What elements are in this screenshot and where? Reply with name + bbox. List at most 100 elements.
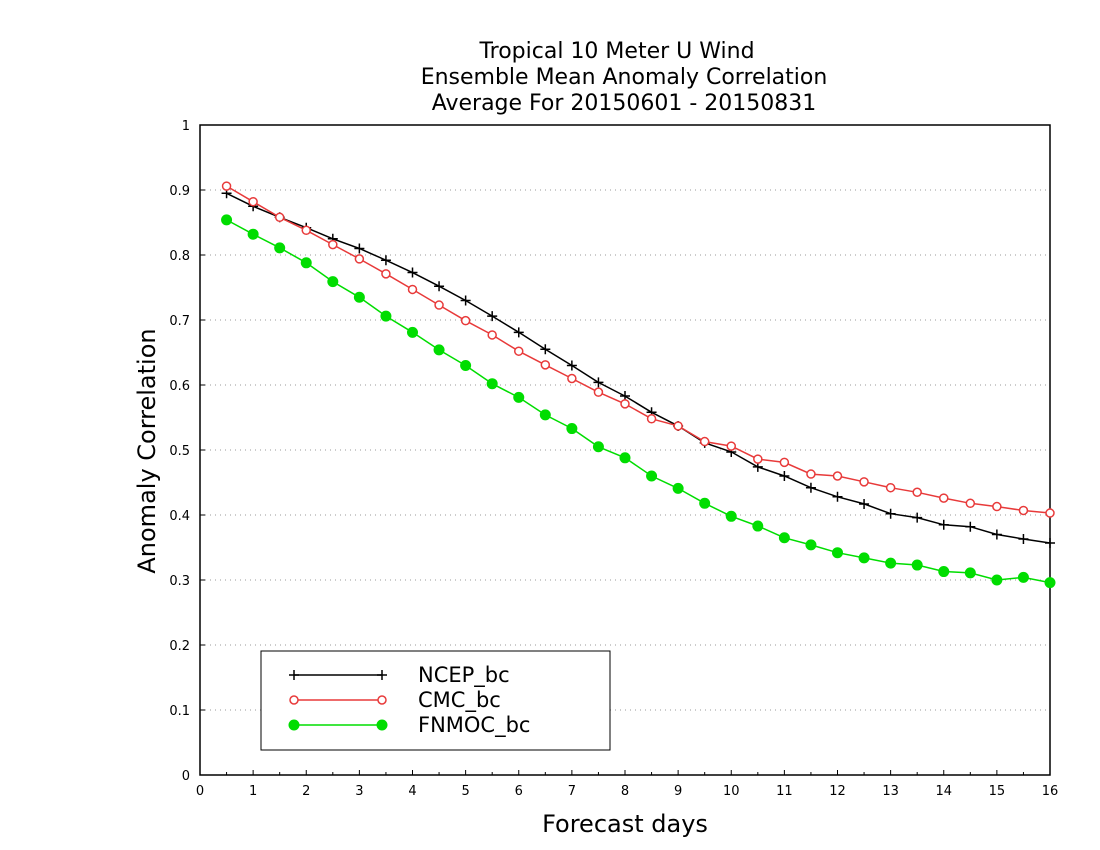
y-tick-label: 0.1 [169,704,190,719]
legend-item-ncep-bc: NCEP_bc [289,663,510,688]
data-point-cmc-bc [859,477,869,487]
y-tick-label: 0.4 [169,509,190,524]
data-point-cmc-bc [1018,505,1029,516]
data-point-fnmoc-bc [513,391,525,403]
data-point-fnmoc-bc [274,242,286,254]
legend-label: CMC_bc [418,688,501,713]
data-point-ncep-bc [885,508,896,519]
chart-title: Tropical 10 Meter U Wind Ensemble Mean A… [421,39,828,116]
legend-marker [376,719,388,731]
x-tick-label: 6 [515,784,523,799]
title-line-1: Tropical 10 Meter U Wind [478,39,754,64]
title-line-2: Ensemble Mean Anomaly Correlation [421,65,828,90]
data-point-fnmoc-bc [885,557,897,569]
y-tick-label: 0.9 [169,184,190,199]
series-fnmoc-bc [221,214,1056,589]
data-point-cmc-bc [487,330,497,340]
x-tick-label: 8 [621,784,629,799]
data-point-fnmoc-bc [964,567,976,579]
x-tick-label: 14 [935,784,952,799]
legend-item-fnmoc-bc: FNMOC_bc [288,713,530,738]
data-point-fnmoc-bc [752,520,764,532]
data-point-fnmoc-bc [672,482,684,494]
data-point-cmc-bc [965,498,976,509]
x-tick-label: 7 [568,784,576,799]
data-point-cmc-bc [381,269,391,279]
x-tick-label: 13 [882,784,899,799]
data-point-cmc-bc [514,346,524,356]
data-point-fnmoc-bc [592,441,604,453]
data-point-ncep-bc [859,498,870,509]
x-tick-label: 15 [989,784,1006,799]
data-point-fnmoc-bc [486,378,498,390]
y-axis: 0 0.1 0.2 0.3 0.4 0.5 0.6 0.7 0.8 0.9 1 [169,119,205,784]
data-point-cmc-bc [407,284,418,295]
legend-marker [377,670,387,680]
x-axis: 0 1 2 3 4 5 6 7 8 9 10 11 12 13 14 15 16 [196,770,1058,799]
data-point-ncep-bc [566,360,577,371]
data-point-cmc-bc [779,457,790,468]
x-tick-label: 12 [829,784,846,799]
series-line-cmc-bc [226,185,1051,514]
data-point-fnmoc-bc [353,291,365,303]
data-point-cmc-bc [354,254,365,264]
data-point-fnmoc-bc [300,257,312,269]
data-point-ncep-bc [912,512,923,523]
data-point-cmc-bc [301,225,311,236]
data-point-ncep-bc [593,377,604,388]
x-tick-label: 10 [723,784,740,799]
x-tick-label: 5 [461,784,469,799]
data-point-ncep-bc [354,243,365,254]
series-line-ncep-bc [226,192,1051,544]
data-point-cmc-bc [221,181,232,191]
data-point-cmc-bc [939,493,949,503]
data-point-ncep-bc [779,471,790,481]
data-point-cmc-bc [540,360,551,370]
data-point-cmc-bc [248,196,258,207]
series-cmc-bc [221,181,1055,518]
data-point-ncep-bc [380,255,391,266]
data-point-fnmoc-bc [247,228,259,240]
x-tick-label: 9 [674,784,682,799]
data-point-fnmoc-bc [1017,571,1029,583]
data-point-ncep-bc [991,529,1002,540]
series-line-fnmoc-bc [226,219,1051,584]
x-tick-label: 4 [408,784,416,799]
legend-marker [377,695,387,705]
data-point-cmc-bc [328,239,338,250]
legend-label: NCEP_bc [418,663,510,688]
x-tick-label: 2 [302,784,310,799]
data-point-fnmoc-bc [566,423,578,435]
data-point-fnmoc-bc [725,510,737,522]
y-tick-label: 0 [182,769,190,784]
data-point-ncep-bc [1045,537,1055,548]
data-point-fnmoc-bc [646,470,658,482]
data-point-cmc-bc [1045,508,1055,518]
data-point-cmc-bc [460,315,471,326]
data-point-cmc-bc [726,441,736,451]
data-point-ncep-bc [460,295,471,306]
data-point-cmc-bc [434,300,444,310]
series-layer [221,181,1056,589]
data-point-ncep-bc [407,267,418,278]
data-point-cmc-bc [567,373,577,384]
data-point-cmc-bc [832,471,843,481]
data-point-ncep-bc [434,281,445,292]
data-point-ncep-bc [1018,534,1029,545]
data-point-ncep-bc [540,344,551,355]
data-point-fnmoc-bc [327,276,339,288]
y-axis-label: Anomaly Correlation [133,328,161,573]
y-tick-label: 0.5 [169,444,190,459]
data-point-cmc-bc [753,454,763,464]
data-point-fnmoc-bc [380,310,392,322]
gridlines [200,189,1050,711]
data-point-fnmoc-bc [778,532,790,544]
title-line-3: Average For 20150601 - 20150831 [432,91,817,116]
y-tick-label: 0.7 [169,314,190,329]
legend-marker [289,670,299,680]
data-point-fnmoc-bc [221,214,233,226]
data-point-ncep-bc [832,491,843,502]
y-tick-label: 0.3 [169,574,190,589]
